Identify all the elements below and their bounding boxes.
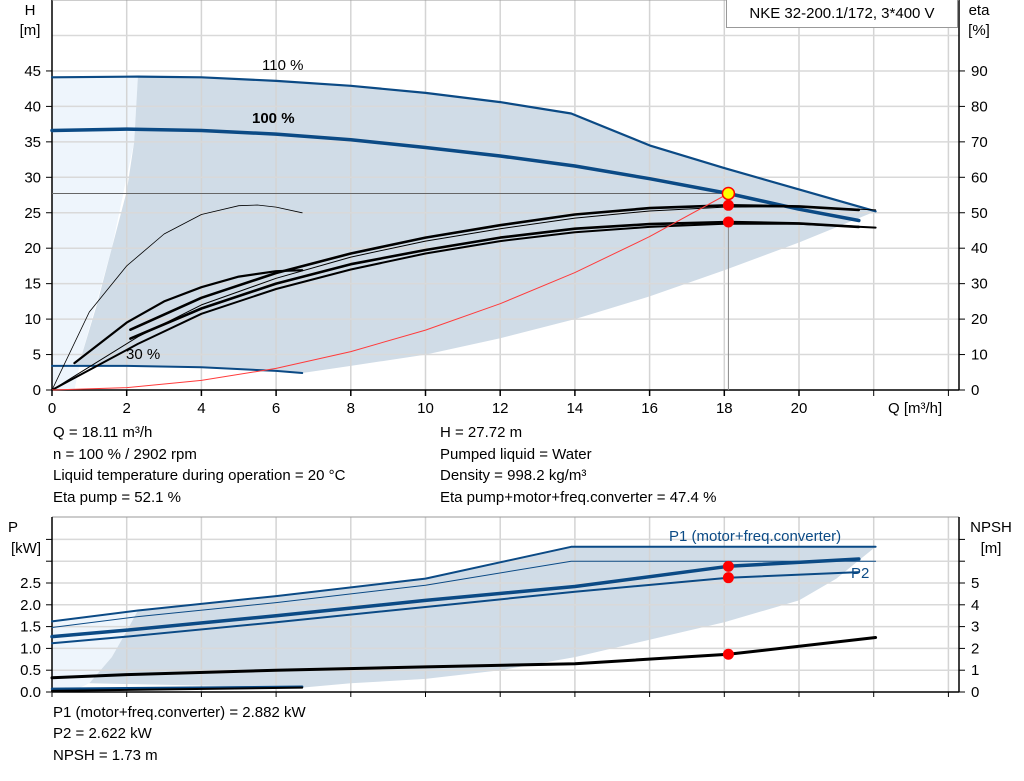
y-left-tick-label: 0 bbox=[33, 382, 41, 399]
y-left-axis-unit: [m] bbox=[20, 22, 41, 39]
info-temperature: Liquid temperature during operation = 20… bbox=[53, 467, 346, 484]
duty-point-eta-pump bbox=[722, 199, 734, 211]
info-head: H = 27.72 m bbox=[440, 424, 523, 441]
pump-model-legend: NKE 32-200.1/172, 3*400 V bbox=[726, 0, 958, 28]
label-speed-110: 110 % bbox=[262, 57, 303, 74]
p-axis-label: P bbox=[8, 519, 18, 536]
y-left-tick-label: 25 bbox=[24, 205, 41, 222]
x-tick-label: 0 bbox=[48, 400, 56, 417]
curve-eta-total-100 bbox=[129, 220, 861, 340]
y-right-tick-label: 80 bbox=[971, 98, 988, 115]
x-tick-label: 18 bbox=[716, 400, 733, 417]
info-flow: Q = 18.11 m³/h bbox=[53, 424, 153, 441]
curve-system-curve bbox=[51, 193, 729, 391]
p-tick-label: 2.5 bbox=[20, 575, 41, 592]
x-axis-label: Q [m³/h] bbox=[888, 400, 942, 417]
y-left-tick-label: 30 bbox=[24, 169, 41, 186]
y-right-tick-label: 70 bbox=[971, 134, 988, 151]
npsh-tick-label: 2 bbox=[971, 640, 979, 657]
y-left-tick-label: 45 bbox=[24, 63, 41, 80]
y-left-tick-label: 20 bbox=[24, 240, 41, 257]
x-tick-label: 2 bbox=[123, 400, 131, 417]
p-tick-label: 1.5 bbox=[20, 619, 41, 636]
duty-point-eta-total bbox=[722, 216, 734, 228]
info-eta-pump: Eta pump = 52.1 % bbox=[53, 489, 181, 506]
x-tick-label: 12 bbox=[492, 400, 509, 417]
npsh-axis-unit: [m] bbox=[981, 540, 1002, 557]
x-tick-label: 20 bbox=[791, 400, 808, 417]
curve-P1-110 bbox=[51, 545, 877, 623]
p-tick-label: 2.0 bbox=[20, 597, 41, 614]
curve-H-100 bbox=[50, 127, 861, 223]
npsh-tick-label: 3 bbox=[971, 619, 979, 636]
curve-H-110 bbox=[50, 75, 877, 213]
label-p2: P2 bbox=[851, 565, 869, 582]
y-left-tick-label: 5 bbox=[33, 347, 41, 364]
info-p1: P1 (motor+freq.converter) = 2.882 kW bbox=[53, 704, 306, 721]
curve-P2-110 bbox=[51, 560, 877, 628]
operating-region-light bbox=[52, 76, 138, 390]
y-right-tick-label: 20 bbox=[971, 311, 988, 328]
curve-NPSH-30 bbox=[51, 686, 304, 692]
label-speed-100: 100 % bbox=[252, 110, 295, 127]
curve-eta-pump-100 bbox=[129, 204, 861, 332]
duty-point-head bbox=[721, 186, 736, 201]
y-left-tick-label: 15 bbox=[24, 276, 41, 293]
p-tick-label: 0.0 bbox=[20, 684, 41, 701]
curve-H-30 bbox=[51, 364, 304, 374]
y-right-tick-label: 90 bbox=[971, 63, 988, 80]
y-right-tick-label: 50 bbox=[971, 205, 988, 222]
y-left-tick-label: 10 bbox=[24, 311, 41, 328]
npsh-tick-label: 1 bbox=[971, 662, 979, 679]
y-right-tick-label: 30 bbox=[971, 276, 988, 293]
x-tick-label: 16 bbox=[641, 400, 658, 417]
y-right-tick-label: 40 bbox=[971, 240, 988, 257]
info-eta-total: Eta pump+motor+freq.converter = 47.4 % bbox=[440, 489, 717, 506]
y-right-axis-unit: [%] bbox=[968, 22, 990, 39]
x-tick-label: 6 bbox=[272, 400, 280, 417]
y-left-axis-label: H bbox=[25, 2, 36, 19]
p-tick-label: 0.5 bbox=[20, 662, 41, 679]
y-right-tick-label: 0 bbox=[971, 382, 979, 399]
npsh-axis-label: NPSH bbox=[970, 519, 1012, 536]
y-left-tick-label: 35 bbox=[24, 134, 41, 151]
npsh-tick-label: 5 bbox=[971, 575, 979, 592]
duty-point-npsh bbox=[722, 648, 734, 660]
npsh-tick-label: 0 bbox=[971, 684, 979, 701]
curve-eta-pump-110 bbox=[51, 206, 877, 391]
y-right-tick-label: 60 bbox=[971, 169, 988, 186]
info-density: Density = 998.2 kg/m³ bbox=[440, 467, 587, 484]
curve-eta-pump-30 bbox=[51, 204, 303, 391]
info-npsh: NPSH = 1.73 m bbox=[53, 747, 158, 764]
info-speed: n = 100 % / 2902 rpm bbox=[53, 446, 197, 463]
curve-eta-total-110 bbox=[51, 222, 877, 391]
duty-point-p1 bbox=[722, 560, 734, 572]
p-tick-label: 1.0 bbox=[20, 640, 41, 657]
label-speed-30: 30 % bbox=[126, 346, 160, 363]
info-liquid: Pumped liquid = Water bbox=[440, 446, 592, 463]
y-left-tick-label: 40 bbox=[24, 98, 41, 115]
p-axis-unit: [kW] bbox=[11, 540, 41, 557]
x-tick-label: 4 bbox=[197, 400, 205, 417]
duty-point-p2 bbox=[722, 572, 734, 584]
curve-eta-total-30 bbox=[73, 269, 304, 365]
y-right-axis-label: eta bbox=[969, 2, 991, 19]
x-tick-label: 10 bbox=[417, 400, 434, 417]
label-p1: P1 (motor+freq.converter) bbox=[669, 528, 841, 545]
operating-region bbox=[74, 76, 876, 373]
x-tick-label: 8 bbox=[347, 400, 355, 417]
info-p2: P2 = 2.622 kW bbox=[53, 725, 152, 742]
npsh-tick-label: 4 bbox=[971, 597, 979, 614]
x-tick-label: 14 bbox=[567, 400, 584, 417]
y-right-tick-label: 10 bbox=[971, 347, 988, 364]
